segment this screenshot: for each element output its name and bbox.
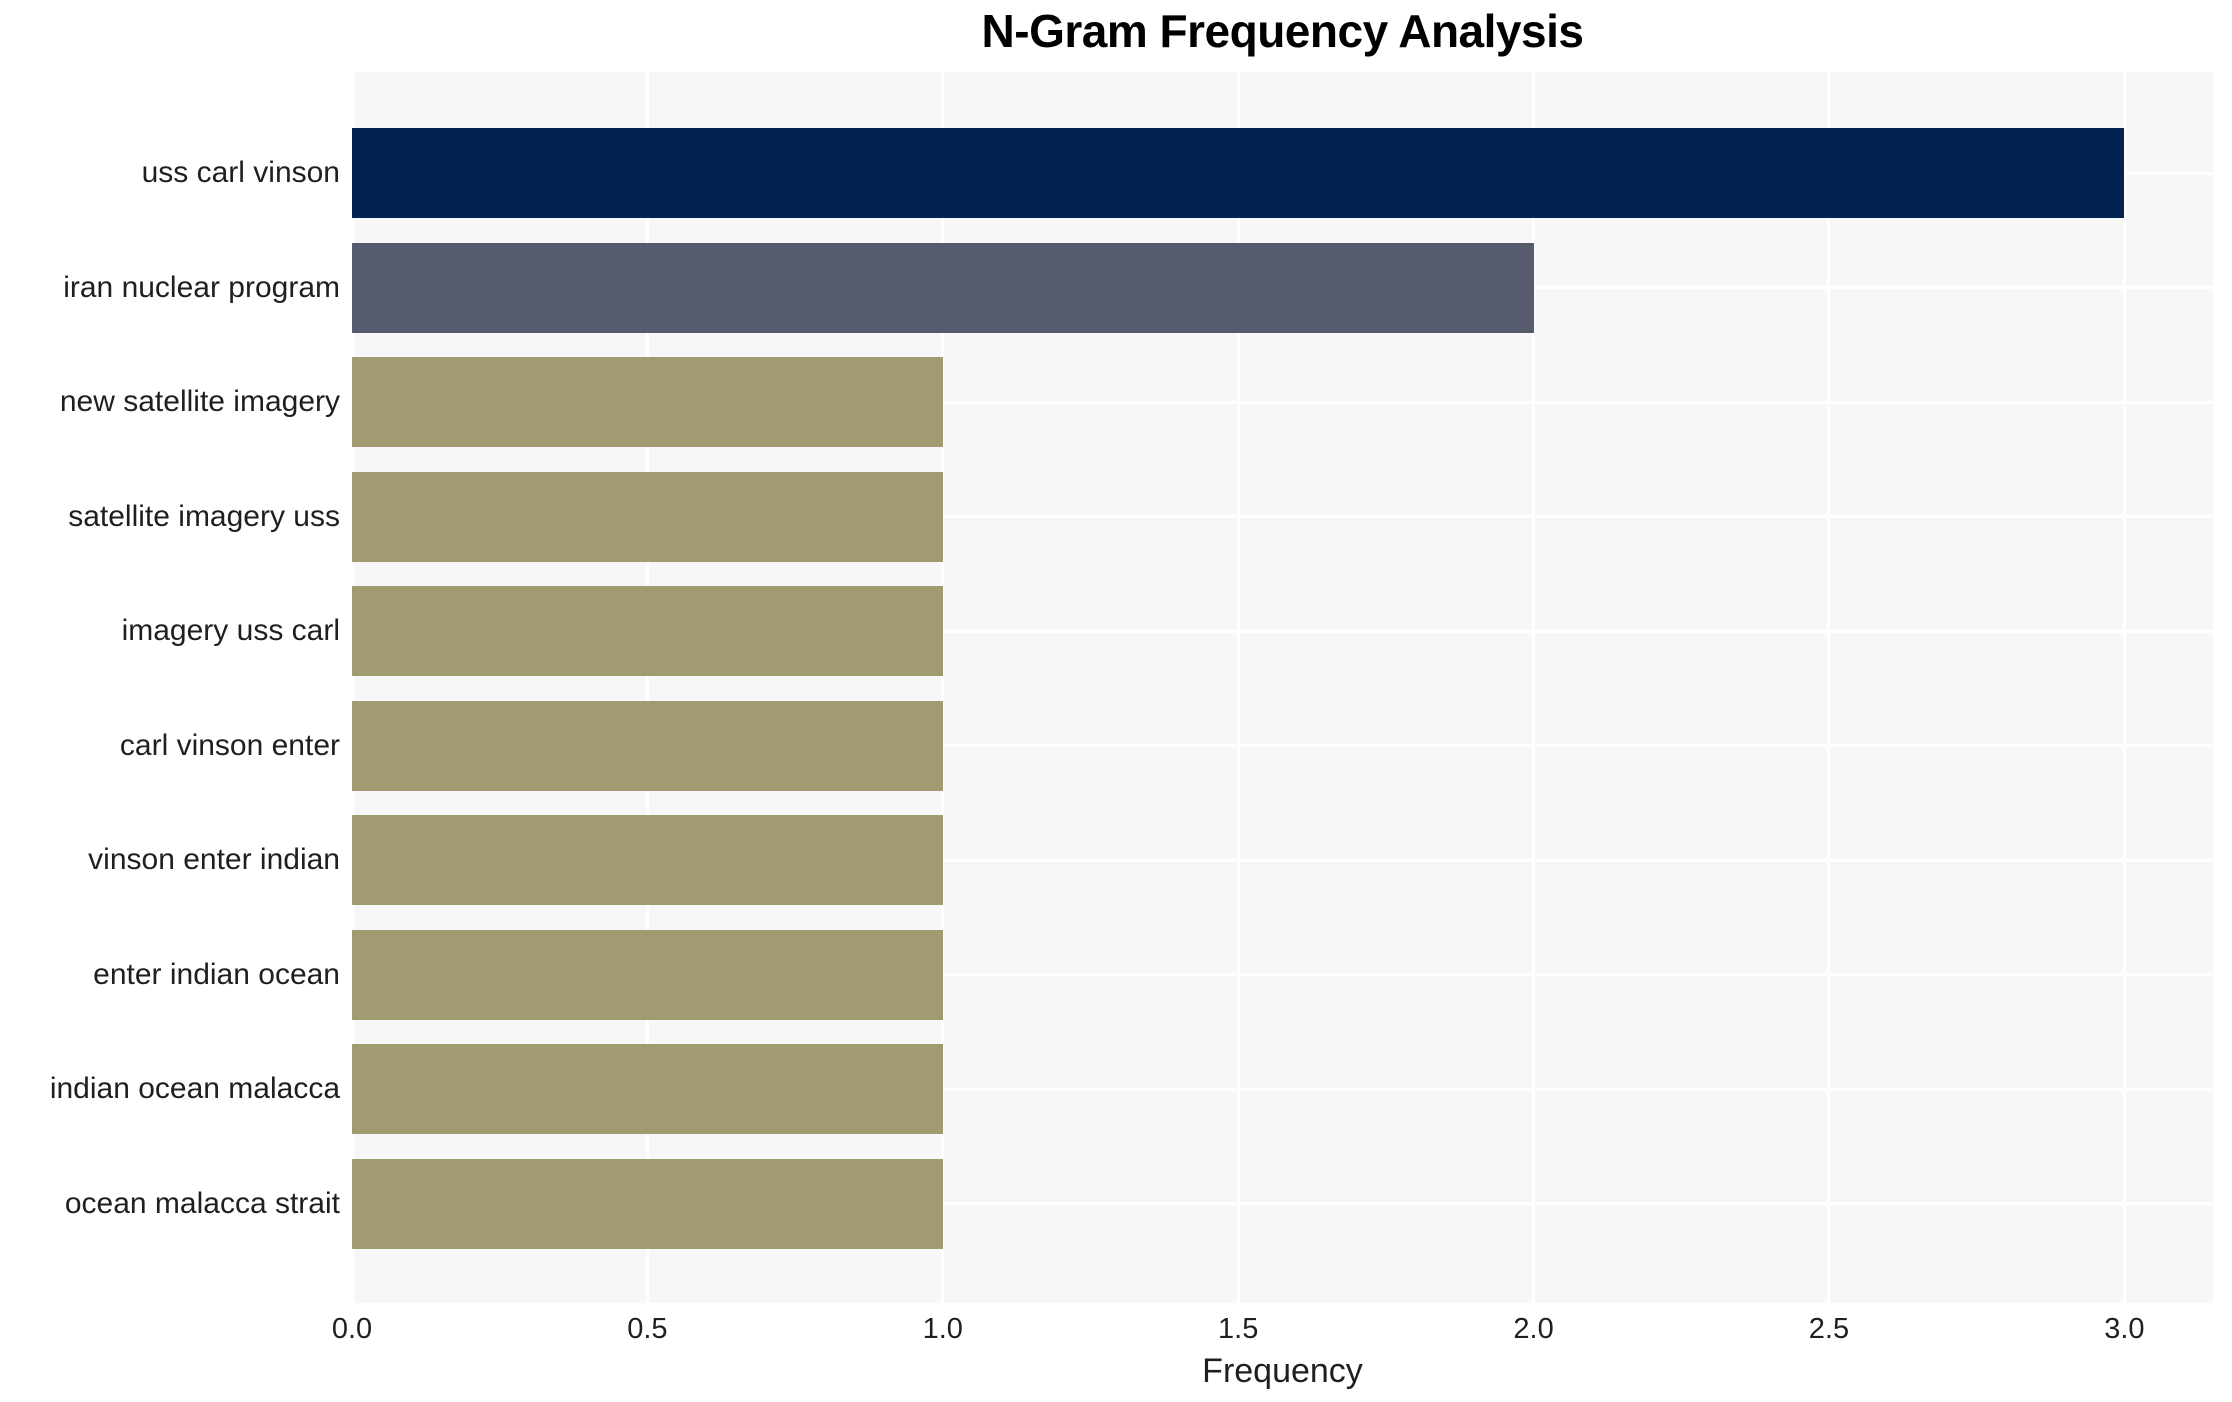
v-gridline	[1827, 72, 1831, 1303]
y-tick-label: uss carl vinson	[141, 156, 340, 189]
bar-row	[352, 1146, 2213, 1261]
v-gridline	[350, 72, 354, 1303]
bar	[352, 700, 943, 791]
h-gridline	[352, 400, 2213, 404]
x-tick-label: 0.5	[627, 1313, 668, 1345]
bar	[352, 1044, 943, 1134]
h-gridline	[352, 973, 2213, 976]
h-gridline	[352, 515, 2213, 518]
y-tick-label: new satellite imagery	[59, 385, 340, 418]
x-tick-label: 2.5	[1808, 1313, 1850, 1345]
v-gridline	[941, 72, 945, 1303]
h-gridline	[352, 858, 2213, 862]
h-gridline	[352, 744, 2213, 747]
v-gridline	[645, 72, 649, 1303]
x-tick-label: 0.0	[331, 1313, 373, 1345]
y-tick-label: vinson enter indian	[88, 843, 340, 876]
y-tick-label: carl vinson enter	[119, 728, 340, 762]
x-tick-label: 3.0	[2104, 1313, 2145, 1345]
bar-row	[352, 688, 2213, 803]
bar-row	[352, 803, 2213, 918]
x-tick-label: 1.5	[1218, 1313, 1259, 1345]
bar	[352, 128, 2125, 218]
x-axis-label: Frequency	[1202, 1352, 1363, 1390]
bar-row	[352, 917, 2213, 1032]
y-tick-label: enter indian ocean	[93, 957, 340, 991]
y-tick-label: ocean malacca strait	[64, 1186, 340, 1220]
plot-area	[350, 72, 2213, 1303]
v-gridline	[1532, 72, 1536, 1303]
y-tick-label: indian ocean malacca	[49, 1072, 340, 1105]
y-axis-labels: uss carl vinson iran nuclear program new s…	[0, 72, 340, 1347]
bar	[352, 357, 943, 447]
x-axis-ticks: 0.0 0.5 1.0 1.5 2.0 2.5 3.0	[332, 1313, 2213, 1349]
bar	[352, 929, 943, 1020]
bar-row	[352, 459, 2213, 574]
bar-row	[352, 345, 2213, 460]
x-tick-label: 2.0	[1513, 1313, 1554, 1345]
bar	[352, 1158, 943, 1249]
h-gridline	[352, 629, 2213, 633]
bar-row	[352, 574, 2213, 689]
x-tick-label: 1.0	[922, 1313, 963, 1345]
v-gridline	[1236, 72, 1240, 1303]
h-gridline	[352, 1087, 2213, 1091]
chart-title: N-Gram Frequency Analysis	[981, 5, 1584, 57]
bar	[352, 471, 943, 562]
bar-row	[352, 230, 2213, 345]
bar	[352, 242, 1534, 333]
bar-row	[352, 1032, 2213, 1147]
y-tick-label: iran nuclear program	[63, 270, 340, 304]
bar-rows	[352, 116, 2213, 1261]
bar	[352, 586, 943, 676]
h-gridline	[352, 1202, 2213, 1205]
y-tick-label: imagery uss carl	[121, 614, 340, 647]
bar	[352, 815, 943, 905]
y-tick-label: satellite imagery uss	[68, 499, 340, 533]
bar-row	[352, 116, 2213, 231]
v-gridline	[2122, 72, 2126, 1303]
